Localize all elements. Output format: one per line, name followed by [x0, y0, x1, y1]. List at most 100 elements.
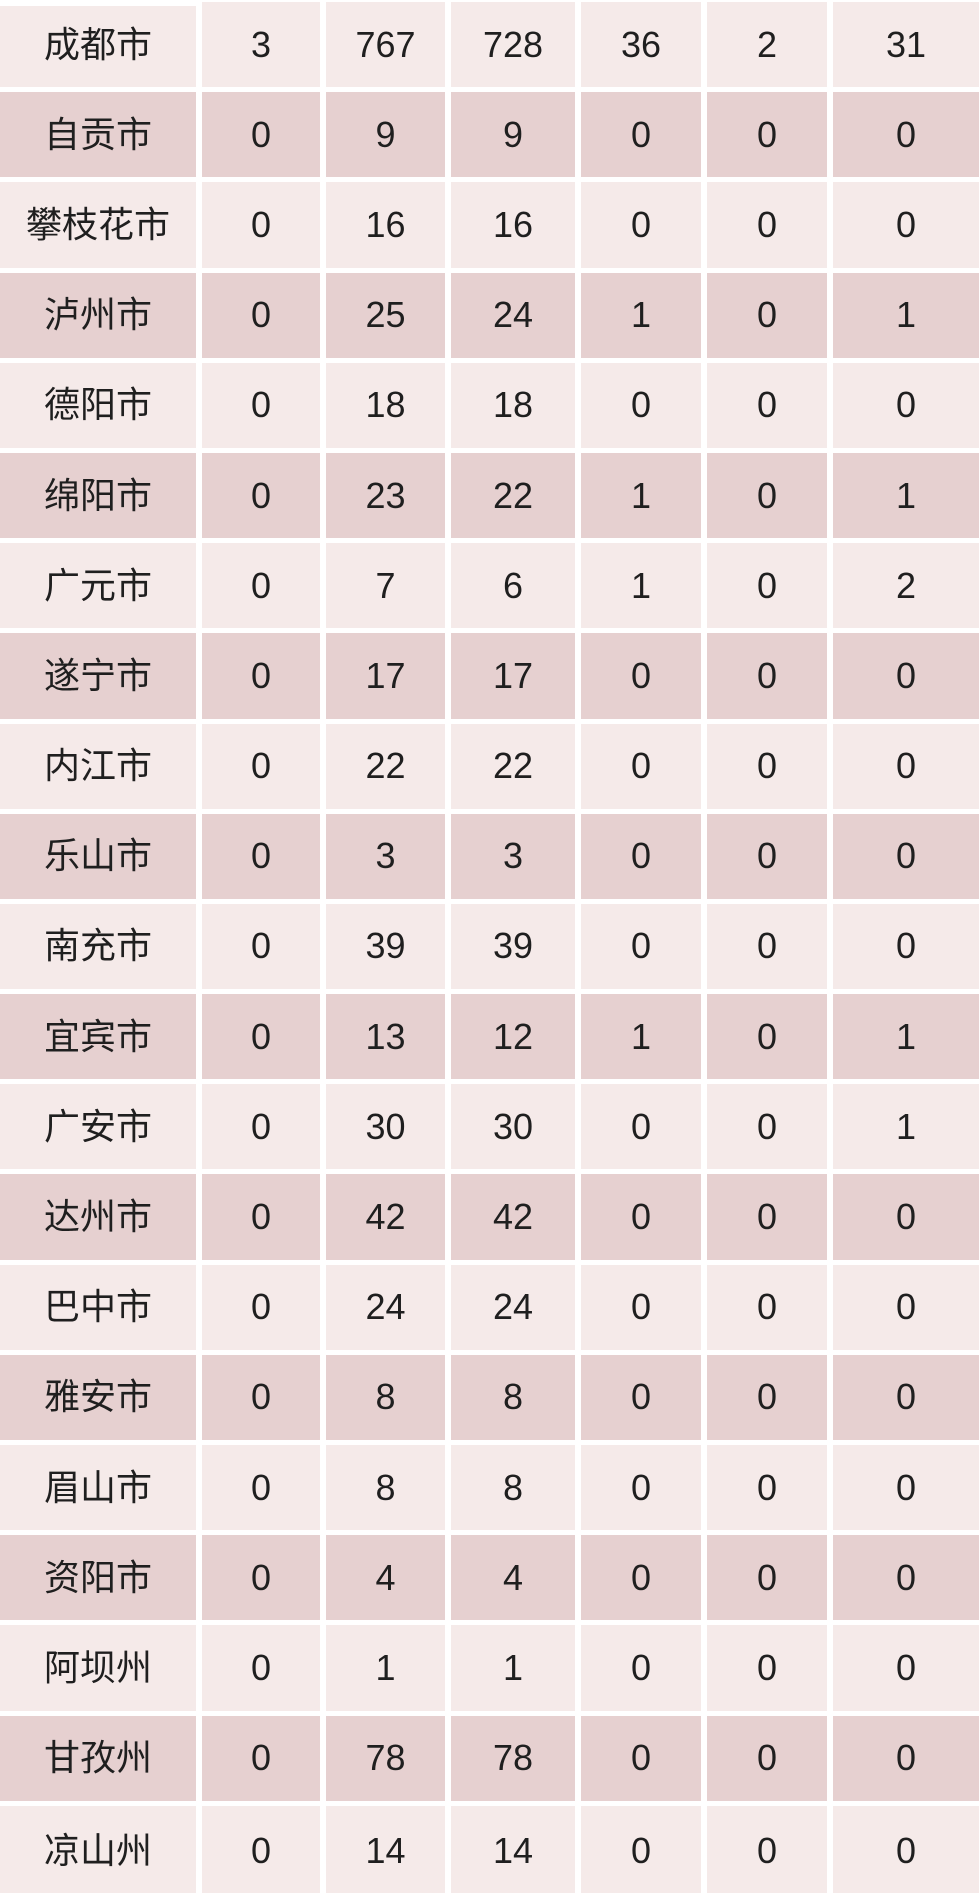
value-cell-4: 0	[581, 1445, 701, 1531]
value-cell-5: 0	[707, 1625, 827, 1711]
region-cell: 阿坝州	[0, 1625, 196, 1711]
value-cell-3: 6	[451, 543, 575, 629]
value-cell-4: 0	[581, 903, 701, 990]
value-cell-2: 3	[326, 813, 445, 899]
value-cell-1: 0	[202, 1084, 320, 1170]
value-cell-2: 23	[326, 452, 445, 539]
value-cell-2: 16	[326, 182, 445, 268]
value-cell-6: 0	[833, 1535, 979, 1621]
value-cell-1: 0	[202, 633, 320, 719]
value-cell-2: 14	[326, 1805, 445, 1893]
value-cell-3: 9	[451, 92, 575, 178]
value-cell-5: 0	[707, 1264, 827, 1350]
value-cell-1: 0	[202, 1174, 320, 1260]
value-cell-3: 30	[451, 1084, 575, 1170]
value-cell-2: 22	[326, 723, 445, 809]
value-cell-5: 0	[707, 994, 827, 1080]
value-cell-3: 728	[451, 2, 575, 88]
value-cell-3: 8	[451, 1445, 575, 1531]
value-cell-6: 0	[833, 723, 979, 809]
value-cell-6: 1	[833, 1084, 979, 1170]
value-cell-1: 0	[202, 272, 320, 358]
value-cell-1: 0	[202, 1625, 320, 1711]
value-cell-4: 0	[581, 92, 701, 178]
value-cell-3: 4	[451, 1535, 575, 1621]
value-cell-2: 39	[326, 903, 445, 990]
value-cell-5: 2	[707, 2, 827, 88]
value-cell-3: 22	[451, 723, 575, 809]
value-cell-6: 0	[833, 1264, 979, 1350]
value-cell-4: 0	[581, 1354, 701, 1440]
value-cell-2: 42	[326, 1174, 445, 1260]
value-cell-1: 0	[202, 92, 320, 178]
crop-artifact	[0, 0, 196, 6]
value-cell-2: 18	[326, 362, 445, 448]
value-cell-3: 22	[451, 452, 575, 539]
value-cell-5: 0	[707, 903, 827, 990]
value-cell-2: 8	[326, 1354, 445, 1440]
region-cell: 广安市	[0, 1084, 196, 1170]
value-cell-1: 0	[202, 903, 320, 990]
value-cell-3: 14	[451, 1805, 575, 1893]
region-cell: 遂宁市	[0, 633, 196, 719]
value-cell-5: 0	[707, 1535, 827, 1621]
value-cell-1: 0	[202, 1354, 320, 1440]
value-cell-5: 0	[707, 1805, 827, 1893]
region-cell: 甘孜州	[0, 1715, 196, 1801]
value-cell-5: 0	[707, 452, 827, 539]
region-cell: 成都市	[0, 2, 196, 88]
region-cell: 绵阳市	[0, 452, 196, 539]
value-cell-4: 1	[581, 452, 701, 539]
region-cell: 雅安市	[0, 1354, 196, 1440]
region-cell: 乐山市	[0, 813, 196, 899]
value-cell-4: 1	[581, 543, 701, 629]
region-cell: 内江市	[0, 723, 196, 809]
region-cell: 南充市	[0, 903, 196, 990]
value-cell-2: 78	[326, 1715, 445, 1801]
value-cell-3: 24	[451, 272, 575, 358]
value-cell-6: 0	[833, 182, 979, 268]
region-cell: 巴中市	[0, 1264, 196, 1350]
value-cell-3: 24	[451, 1264, 575, 1350]
value-cell-5: 0	[707, 272, 827, 358]
value-cell-6: 0	[833, 903, 979, 990]
value-cell-5: 0	[707, 543, 827, 629]
value-cell-6: 0	[833, 1715, 979, 1801]
value-cell-4: 0	[581, 1805, 701, 1893]
value-cell-5: 0	[707, 1715, 827, 1801]
value-cell-4: 0	[581, 813, 701, 899]
value-cell-2: 17	[326, 633, 445, 719]
value-cell-3: 1	[451, 1625, 575, 1711]
value-cell-2: 7	[326, 543, 445, 629]
value-cell-3: 42	[451, 1174, 575, 1260]
value-cell-2: 30	[326, 1084, 445, 1170]
region-cell: 资阳市	[0, 1535, 196, 1621]
value-cell-6: 1	[833, 272, 979, 358]
value-cell-1: 0	[202, 452, 320, 539]
value-cell-1: 0	[202, 1715, 320, 1801]
value-cell-3: 18	[451, 362, 575, 448]
value-cell-4: 0	[581, 1174, 701, 1260]
value-cell-2: 25	[326, 272, 445, 358]
value-cell-3: 12	[451, 994, 575, 1080]
value-cell-4: 0	[581, 633, 701, 719]
value-cell-5: 0	[707, 1084, 827, 1170]
value-cell-1: 0	[202, 813, 320, 899]
value-cell-5: 0	[707, 1174, 827, 1260]
value-cell-1: 3	[202, 2, 320, 88]
value-cell-6: 0	[833, 1805, 979, 1893]
value-cell-6: 1	[833, 994, 979, 1080]
value-cell-2: 9	[326, 92, 445, 178]
value-cell-6: 1	[833, 452, 979, 539]
value-cell-4: 0	[581, 1264, 701, 1350]
value-cell-4: 1	[581, 994, 701, 1080]
value-cell-3: 78	[451, 1715, 575, 1801]
value-cell-3: 8	[451, 1354, 575, 1440]
value-cell-5: 0	[707, 633, 827, 719]
value-cell-1: 0	[202, 543, 320, 629]
value-cell-1: 0	[202, 723, 320, 809]
value-cell-6: 0	[833, 362, 979, 448]
region-cell: 达州市	[0, 1174, 196, 1260]
